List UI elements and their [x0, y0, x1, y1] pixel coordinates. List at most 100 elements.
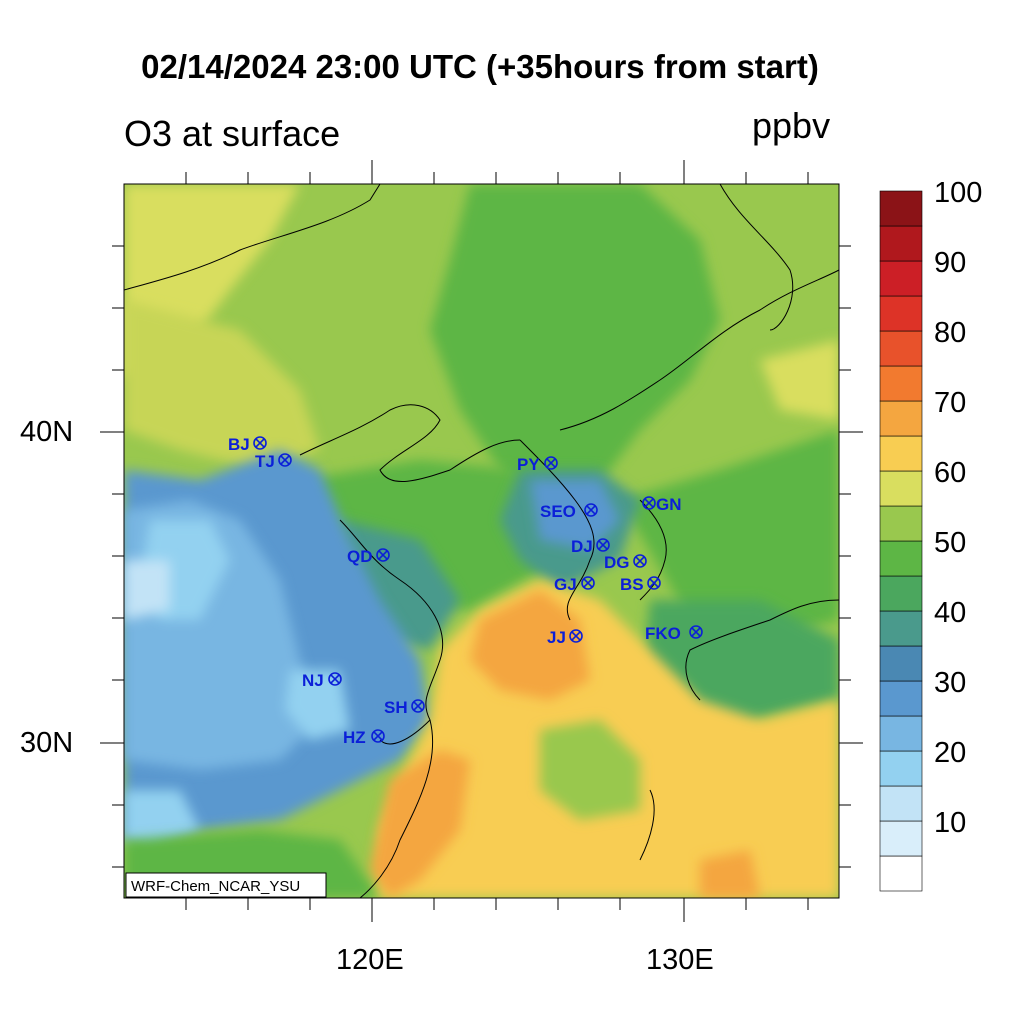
colorbar-swatch	[879, 260, 923, 297]
colorbar-swatch	[879, 330, 923, 367]
station-cross-icon	[373, 731, 383, 741]
colorbar-swatch	[879, 575, 923, 612]
station-label: FKO	[645, 624, 681, 643]
station-bs: BS	[620, 575, 661, 594]
station-py: PY	[517, 455, 558, 474]
station-hz: HZ	[343, 728, 385, 747]
colorbar-label: 70	[934, 387, 966, 419]
station-label: HZ	[343, 728, 366, 747]
ozone-field	[124, 184, 839, 898]
station-dg: DG	[604, 553, 647, 572]
lon-label-130e: 130E	[646, 944, 714, 976]
station-cross-icon	[571, 631, 581, 641]
station-sh: SH	[384, 698, 425, 717]
station-marker-icon	[596, 538, 610, 552]
station-marker-icon	[569, 629, 583, 643]
lon-label-120e: 120E	[336, 944, 404, 976]
station-label: NJ	[302, 671, 324, 690]
credit-box	[125, 872, 327, 898]
station-label: GJ	[554, 575, 577, 594]
station-cross-icon	[255, 438, 265, 448]
colorbar-swatch	[879, 785, 923, 822]
colorbar-label: 40	[934, 597, 966, 629]
colorbar-label: 90	[934, 247, 966, 279]
station-bj: BJ	[228, 435, 267, 454]
station-label: SH	[384, 698, 408, 717]
lat-label-30n: 30N	[20, 727, 74, 759]
station-marker-icon	[376, 548, 390, 562]
station-label: PY	[517, 455, 540, 474]
credit-text: WRF-Chem_NCAR_YSU	[131, 878, 300, 895]
station-markers: BJ TJ PY SEO GN QD DJ DG GJ BS JJ FKO NJ SH HZ	[228, 435, 703, 747]
station-marker-icon	[278, 453, 292, 467]
map-title: 02/14/2024 23:00 UTC (+35hours from star…	[141, 48, 819, 85]
station-cross-icon	[644, 498, 654, 508]
station-cross-icon	[586, 505, 596, 515]
station-marker-icon	[371, 729, 385, 743]
station-fko: FKO	[645, 624, 703, 643]
colorbar-swatch	[879, 715, 923, 752]
station-cross-icon	[691, 627, 701, 637]
station-marker-icon	[328, 672, 342, 686]
colorbar-label: 30	[934, 667, 966, 699]
colorbar-label: 10	[934, 807, 966, 839]
lat-label-40n: 40N	[20, 416, 74, 448]
variable-label: O3 at surface	[124, 113, 341, 154]
units-label: ppbv	[752, 105, 831, 146]
colorbar-swatch	[879, 540, 923, 577]
station-seo: SEO	[540, 502, 598, 521]
colorbar-label: 60	[934, 457, 966, 489]
station-marker-icon	[544, 456, 558, 470]
colorbar-swatch	[879, 470, 923, 507]
colorbar-swatch	[879, 435, 923, 472]
station-label: GN	[656, 495, 682, 514]
colorbar: 10 20 30 40 50 60 70 80 90 100	[879, 177, 982, 892]
station-gj: GJ	[554, 575, 595, 594]
map-frame	[123, 183, 840, 899]
colorbar-swatch	[879, 645, 923, 682]
colorbar-swatch	[879, 680, 923, 717]
station-marker-icon	[584, 503, 598, 517]
station-label: QD	[347, 547, 373, 566]
station-marker-icon	[253, 436, 267, 450]
station-cross-icon	[378, 550, 388, 560]
station-cross-icon	[330, 674, 340, 684]
station-marker-icon	[581, 576, 595, 590]
colorbar-swatch	[879, 855, 923, 892]
station-marker-icon	[642, 496, 656, 510]
station-marker-icon	[411, 699, 425, 713]
colorbar-swatch	[879, 820, 923, 857]
station-cross-icon	[635, 556, 645, 566]
colorbar-swatch	[879, 400, 923, 437]
colorbar-swatch	[879, 505, 923, 542]
station-marker-icon	[689, 625, 703, 639]
colorbar-label: 50	[934, 527, 966, 559]
station-dj: DJ	[571, 537, 610, 556]
station-gn: GN	[642, 495, 682, 514]
station-label: SEO	[540, 502, 576, 521]
station-cross-icon	[280, 455, 290, 465]
station-qd: QD	[347, 547, 390, 566]
colorbar-swatch	[879, 610, 923, 647]
station-cross-icon	[583, 578, 593, 588]
colorbar-swatch	[879, 750, 923, 787]
station-label: DG	[604, 553, 630, 572]
station-nj: NJ	[302, 671, 342, 690]
colorbar-swatch	[879, 365, 923, 402]
station-marker-icon	[633, 554, 647, 568]
colorbar-swatch	[879, 190, 923, 227]
station-marker-icon	[647, 576, 661, 590]
colorbar-swatch	[879, 295, 923, 332]
station-cross-icon	[598, 540, 608, 550]
station-label: TJ	[255, 452, 275, 471]
station-label: JJ	[547, 628, 566, 647]
station-label: BS	[620, 575, 644, 594]
colorbar-label: 20	[934, 737, 966, 769]
station-cross-icon	[413, 701, 423, 711]
tick-marks	[100, 160, 863, 922]
colorbar-label: 80	[934, 317, 966, 349]
colorbar-label: 100	[934, 177, 982, 209]
station-cross-icon	[649, 578, 659, 588]
station-tj: TJ	[255, 452, 292, 471]
